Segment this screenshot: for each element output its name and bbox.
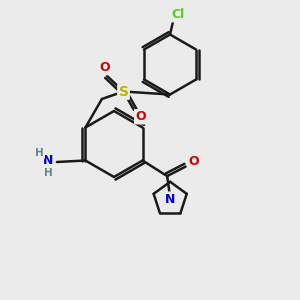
Text: Cl: Cl xyxy=(171,8,184,21)
Text: O: O xyxy=(188,154,199,168)
Text: N: N xyxy=(165,193,175,206)
Text: H: H xyxy=(35,148,44,158)
Text: O: O xyxy=(100,61,110,74)
Text: O: O xyxy=(135,110,146,123)
Text: N: N xyxy=(43,154,53,167)
Text: S: S xyxy=(118,85,128,98)
Text: H: H xyxy=(44,168,52,178)
